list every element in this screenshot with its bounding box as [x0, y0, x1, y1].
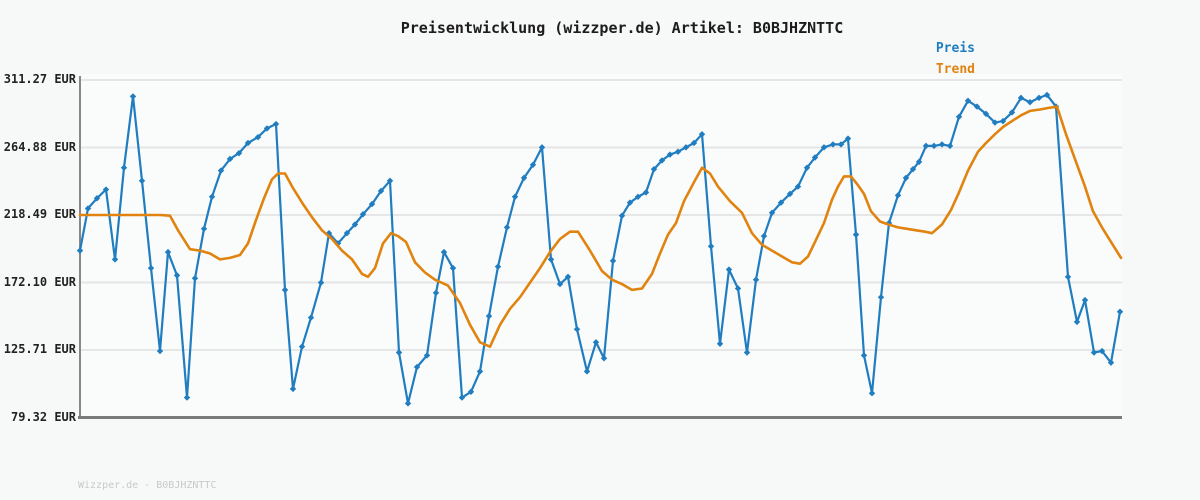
- chart-legend: Preis Trend: [936, 38, 975, 80]
- preis-markers: [76, 91, 1124, 407]
- y-axis-tick-label: 311.27 EUR: [3, 72, 76, 86]
- y-axis-tick-label: 125.71 EUR: [3, 342, 76, 356]
- plot-area: [80, 74, 1122, 418]
- legend-item-preis: Preis: [935, 41, 975, 56]
- y-axis-tick-label: 218.49 EUR: [3, 207, 76, 221]
- trend-line: [78, 105, 1123, 349]
- y-axis-tick-label: 172.10 EUR: [3, 274, 76, 289]
- y-axis-tick-label: 264.88 EUR: [3, 139, 76, 154]
- watermark-text: Wizzper.de - B0BJHZNTTC: [78, 480, 217, 491]
- legend-item-trend: Trend: [935, 62, 975, 77]
- chart-title: Preisentwicklung (wizzper.de) Artikel: B…: [400, 19, 844, 37]
- preis-line: [78, 93, 1122, 405]
- y-axis-tick-label: 79.32 EUR: [10, 409, 76, 424]
